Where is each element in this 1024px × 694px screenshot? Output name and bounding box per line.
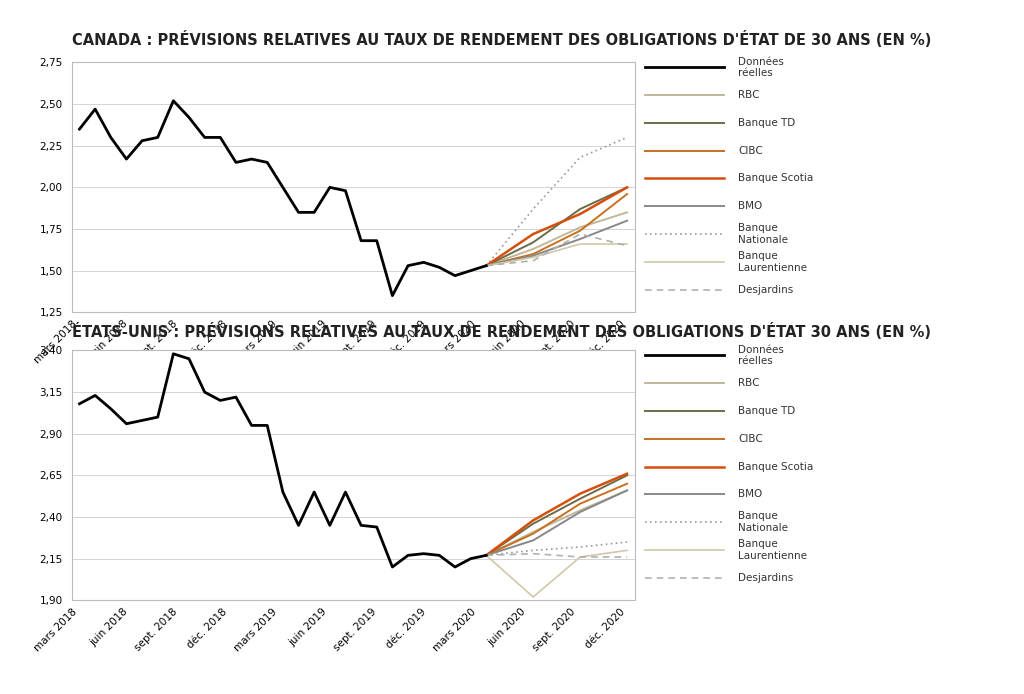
Text: Banque Scotia: Banque Scotia bbox=[738, 462, 813, 471]
Text: ÉTATS-UNIS : PRÉVISIONS RELATIVES AU TAUX DE RENDEMENT DES OBLIGATIONS D'ÉTAT 30: ÉTATS-UNIS : PRÉVISIONS RELATIVES AU TAU… bbox=[72, 323, 931, 340]
Text: Données
réelles: Données réelles bbox=[738, 345, 784, 366]
Text: Banque Scotia: Banque Scotia bbox=[738, 174, 813, 183]
Text: Banque
Nationale: Banque Nationale bbox=[738, 511, 788, 533]
Text: RBC: RBC bbox=[738, 378, 760, 388]
Text: Banque
Laurentienne: Banque Laurentienne bbox=[738, 251, 807, 273]
Text: Données
réelles: Données réelles bbox=[738, 57, 784, 78]
Text: Banque TD: Banque TD bbox=[738, 406, 796, 416]
Text: CANADA : PRÉVISIONS RELATIVES AU TAUX DE RENDEMENT DES OBLIGATIONS D'ÉTAT DE 30 : CANADA : PRÉVISIONS RELATIVES AU TAUX DE… bbox=[72, 31, 931, 49]
Text: BMO: BMO bbox=[738, 489, 763, 499]
Text: Banque
Nationale: Banque Nationale bbox=[738, 223, 788, 245]
Text: CIBC: CIBC bbox=[738, 146, 763, 155]
Text: Banque
Laurentienne: Banque Laurentienne bbox=[738, 539, 807, 561]
Text: Banque TD: Banque TD bbox=[738, 118, 796, 128]
Text: Desjardins: Desjardins bbox=[738, 285, 794, 294]
Text: Desjardins: Desjardins bbox=[738, 573, 794, 582]
Text: RBC: RBC bbox=[738, 90, 760, 100]
Text: BMO: BMO bbox=[738, 201, 763, 211]
Text: CIBC: CIBC bbox=[738, 434, 763, 443]
